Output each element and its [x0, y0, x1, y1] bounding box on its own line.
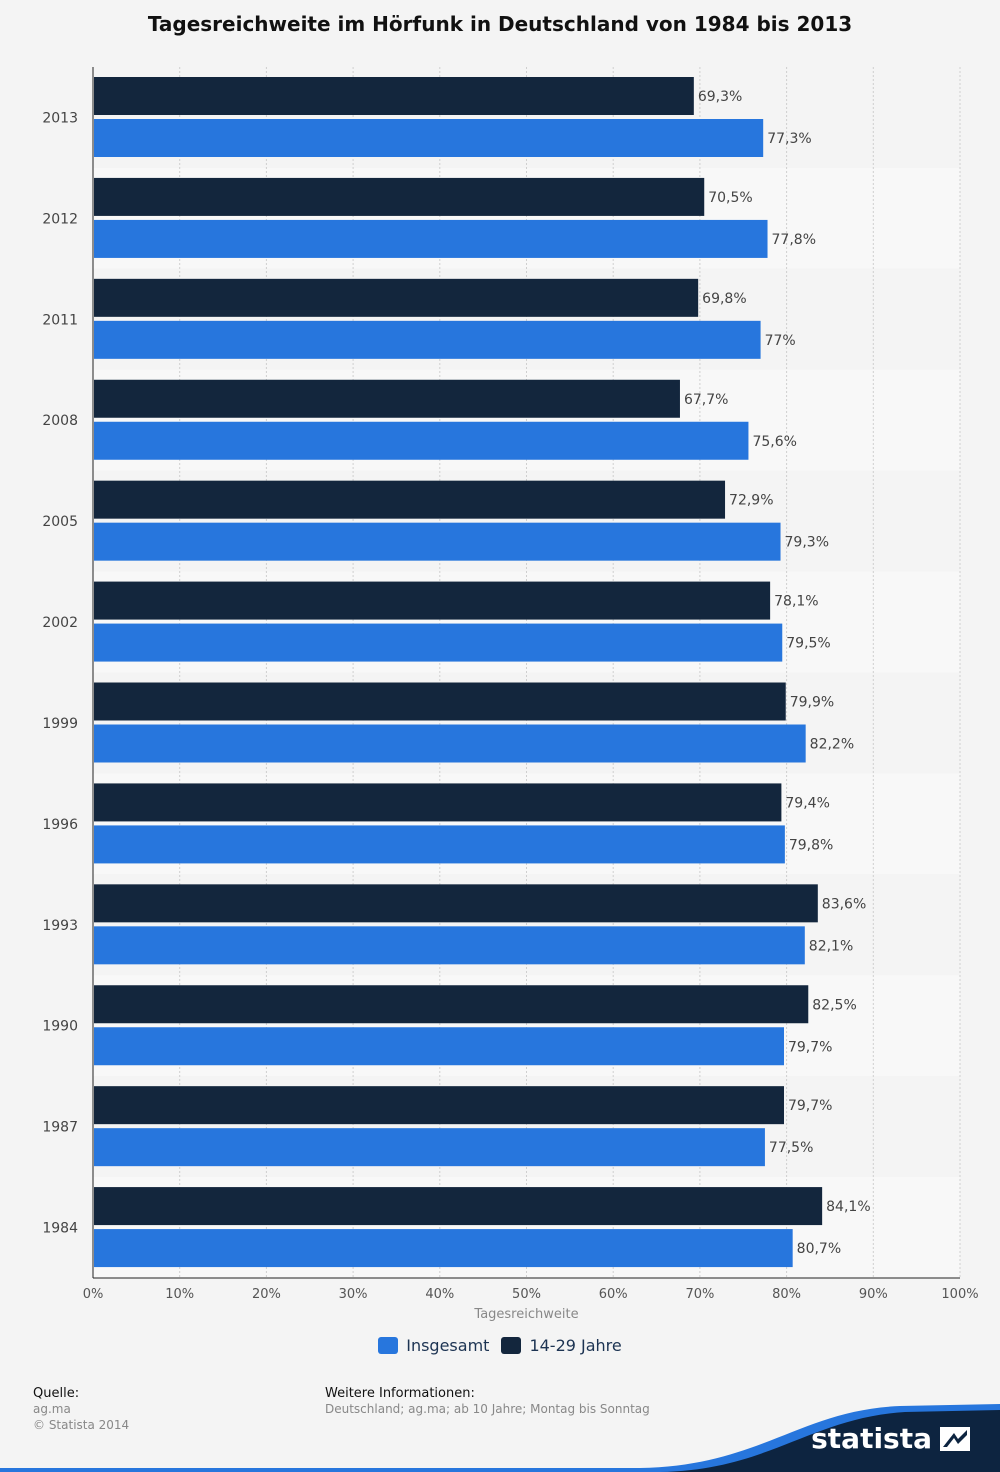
- footer-info: Weitere Informationen: Deutschland; ag.m…: [325, 1386, 650, 1417]
- data-label-insgesamt-1990: 79,7%: [788, 1039, 832, 1055]
- bar-insgesamt-1999: [94, 724, 806, 763]
- bar-insgesamt-1990: [94, 1027, 784, 1066]
- legend-label-insgesamt: Insgesamt: [406, 1336, 490, 1355]
- bar-insgesamt-1993: [94, 926, 805, 965]
- data-label-insgesamt-1993: 82,1%: [809, 938, 853, 954]
- bar-jahre-2002: [94, 581, 771, 620]
- bar-jahre-2013: [94, 77, 694, 115]
- data-label-insgesamt-1987: 77,5%: [769, 1140, 813, 1156]
- category-label-1984: 1984: [42, 1221, 78, 1237]
- bar-insgesamt-1996: [94, 825, 785, 864]
- data-label-jahre-2013: 69,3%: [698, 89, 742, 105]
- data-label-insgesamt-2013: 77,3%: [767, 131, 811, 147]
- legend-item-14-29-jahre[interactable]: 14-29 Jahre: [501, 1336, 622, 1355]
- data-label-jahre-2002: 78,1%: [774, 594, 818, 610]
- data-label-jahre-2008: 67,7%: [684, 392, 728, 408]
- x-tick-label: 30%: [339, 1287, 368, 1302]
- x-tick-label: 10%: [165, 1287, 194, 1302]
- bar-jahre-2008: [94, 379, 680, 418]
- x-tick-label: 0%: [83, 1287, 104, 1302]
- data-label-jahre-1999: 79,9%: [790, 695, 834, 711]
- bar-insgesamt-2005: [94, 522, 781, 561]
- category-label-2013: 2013: [42, 110, 78, 126]
- data-label-insgesamt-1984: 80,7%: [797, 1241, 841, 1257]
- footer-source: Quelle: ag.ma © Statista 2014: [33, 1386, 129, 1433]
- x-axis-label: Tagesreichweite: [473, 1307, 578, 1322]
- data-label-insgesamt-2012: 77,8%: [772, 232, 816, 248]
- bar-insgesamt-1987: [94, 1128, 765, 1167]
- category-label-1993: 1993: [42, 918, 78, 934]
- data-label-jahre-1990: 82,5%: [812, 997, 856, 1013]
- chart-plot: 0% 10% 20% 30% 40% 50% 60% 70% 80% 90% 100% Tagesre…: [42, 67, 979, 1322]
- info-heading: Weitere Informationen:: [325, 1386, 475, 1401]
- bar-jahre-1984: [94, 1187, 823, 1226]
- brand-wave-light: [0, 1404, 1000, 1472]
- x-tick-label: 70%: [685, 1287, 714, 1302]
- x-tick-label: 80%: [772, 1287, 801, 1302]
- bar-jahre-1987: [94, 1086, 784, 1125]
- legend-swatch-insgesamt: [378, 1337, 399, 1354]
- data-label-insgesamt-1999: 82,2%: [810, 737, 854, 753]
- statista-logo[interactable]: statista: [811, 1422, 970, 1455]
- data-label-jahre-1984: 84,1%: [826, 1199, 870, 1215]
- data-label-insgesamt-2008: 75,6%: [752, 434, 796, 450]
- bar-jahre-1999: [94, 682, 786, 721]
- bar-jahre-1996: [94, 783, 782, 822]
- category-label-2005: 2005: [42, 514, 78, 530]
- bar-jahre-2005: [94, 480, 726, 519]
- legend-swatch-14-29-jahre: [501, 1337, 522, 1354]
- bar-insgesamt-2012: [94, 219, 768, 258]
- info-text: Deutschland; ag.ma; ab 10 Jahre; Montag …: [325, 1402, 650, 1416]
- category-label-1996: 1996: [42, 817, 78, 833]
- x-tick-label: 40%: [425, 1287, 454, 1302]
- data-label-insgesamt-2002: 79,5%: [786, 636, 830, 652]
- category-label-2002: 2002: [42, 615, 78, 631]
- category-label-1999: 1999: [42, 716, 78, 732]
- bar-jahre-2012: [94, 177, 705, 216]
- data-label-jahre-2011: 69,8%: [702, 291, 746, 307]
- bar-insgesamt-2013: [94, 119, 764, 157]
- x-tick-label: 90%: [859, 1287, 888, 1302]
- x-tick-label: 50%: [512, 1287, 541, 1302]
- x-tick-label: 100%: [941, 1287, 978, 1302]
- x-tick-label: 60%: [599, 1287, 628, 1302]
- data-label-jahre-1996: 79,4%: [785, 795, 829, 811]
- data-label-jahre-2012: 70,5%: [708, 190, 752, 206]
- data-label-insgesamt-2011: 77%: [765, 333, 796, 349]
- bar-insgesamt-2011: [94, 320, 761, 359]
- bar-jahre-1990: [94, 985, 809, 1024]
- bar-insgesamt-2008: [94, 421, 749, 460]
- bar-insgesamt-2002: [94, 623, 783, 662]
- legend-item-insgesamt[interactable]: Insgesamt: [378, 1336, 489, 1355]
- category-label-2011: 2011: [42, 312, 78, 328]
- data-label-jahre-1987: 79,7%: [788, 1098, 832, 1114]
- category-label-2008: 2008: [42, 413, 78, 429]
- bar-jahre-1993: [94, 884, 818, 923]
- chart-legend: Insgesamt 14-29 Jahre: [0, 1336, 1000, 1355]
- category-label-2012: 2012: [42, 211, 78, 227]
- x-tick-label: 20%: [252, 1287, 281, 1302]
- source-name: ag.ma: [33, 1402, 71, 1416]
- source-heading: Quelle:: [33, 1386, 80, 1401]
- brand-name: statista: [811, 1422, 932, 1455]
- chart-title: Tagesreichweite im Hörfunk in Deutschlan…: [147, 12, 853, 36]
- data-label-insgesamt-1996: 79,8%: [789, 837, 833, 853]
- copyright: © Statista 2014: [33, 1418, 130, 1432]
- data-label-jahre-2005: 72,9%: [729, 493, 773, 509]
- bar-insgesamt-1984: [94, 1229, 793, 1268]
- brand-wave: [0, 1404, 1000, 1472]
- data-label-insgesamt-2005: 79,3%: [785, 535, 829, 551]
- statista-logo-icon: [940, 1426, 970, 1451]
- category-label-1987: 1987: [42, 1120, 78, 1136]
- category-label-1990: 1990: [42, 1019, 78, 1035]
- brand-wave-dark: [0, 1410, 1000, 1472]
- legend-label-14-29-jahre: 14-29 Jahre: [529, 1336, 622, 1355]
- data-label-jahre-1993: 83,6%: [822, 896, 866, 912]
- bar-jahre-2011: [94, 278, 699, 317]
